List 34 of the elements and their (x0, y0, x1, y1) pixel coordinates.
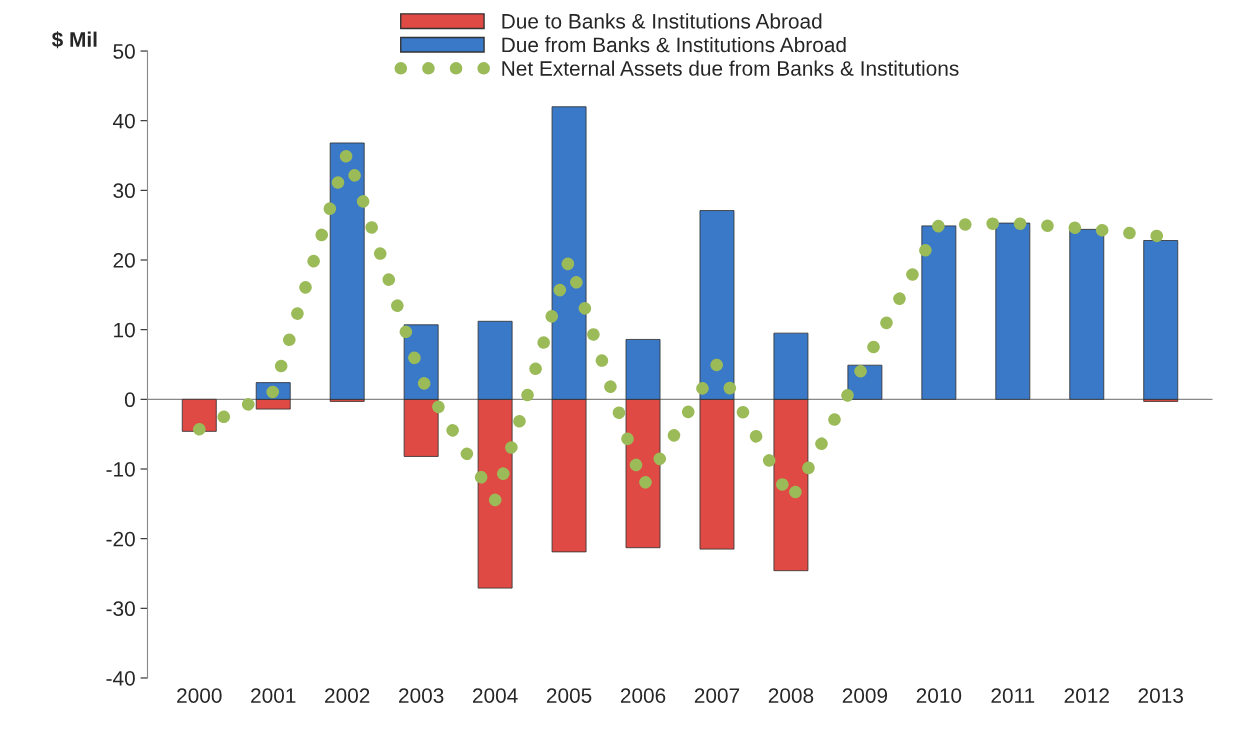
y-tick-label: 40 (113, 113, 135, 129)
y-tick-label: -20 (106, 531, 135, 547)
x-tick-label: 2007 (694, 688, 740, 703)
x-tick-label: 2002 (325, 688, 370, 703)
x-tick-label: 2011 (991, 688, 1035, 703)
bar (995, 222, 1031, 400)
y-tick-label: -10 (106, 461, 135, 477)
y-tick-label: 30 (113, 183, 135, 199)
y-tick-label: -40 (106, 670, 135, 686)
y-tick-label: 50 (113, 44, 135, 59)
y-tick-label: 10 (114, 322, 135, 338)
bar (921, 225, 957, 400)
legend-label: Due to Banks & Institutions Abroad (502, 13, 822, 29)
x-tick-label: 2013 (1138, 688, 1183, 703)
x-tick-label: 2004 (472, 688, 518, 703)
x-tick-label: 2001 (251, 688, 296, 703)
x-tick-label: 2008 (768, 688, 814, 703)
legend-label: Net External Assets due from Banks & Institutions (502, 60, 959, 76)
y-tick-label: -30 (106, 601, 135, 617)
x-tick-label: 2012 (1064, 688, 1109, 703)
bar (181, 398, 217, 432)
legend-label: Due from Banks & Institutions Abroad (502, 36, 846, 53)
x-tick-label: 2000 (177, 688, 222, 703)
y-tick-label: 20 (113, 253, 135, 268)
y-tick-label: 0 (124, 392, 135, 408)
y-axis-title: $ Mil (51, 31, 97, 49)
x-tick-label: 2009 (842, 688, 888, 703)
bar (329, 142, 365, 400)
bar (1143, 240, 1179, 400)
x-tick-label: 2010 (916, 688, 962, 703)
x-tick-label: 2006 (620, 688, 666, 703)
x-tick-label: 2003 (399, 688, 444, 703)
x-tick-label: 2005 (546, 688, 592, 703)
bar (1069, 228, 1105, 400)
